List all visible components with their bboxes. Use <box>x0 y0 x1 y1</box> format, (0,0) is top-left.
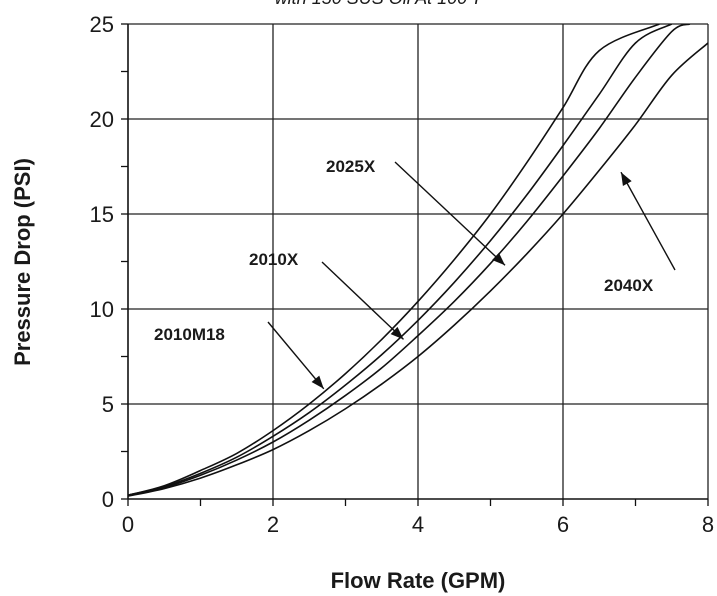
grid <box>128 23 709 499</box>
series-line-2040x <box>128 42 708 497</box>
y-tick-label-3: 15 <box>90 202 114 227</box>
x-axis-title: Flow Rate (GPM) <box>331 568 506 593</box>
x-tick-label-4: 8 <box>702 512 714 537</box>
callout-arrowhead-2010x <box>390 326 404 340</box>
y-tick-label-5: 25 <box>90 12 114 37</box>
y-tick-label-0: 0 <box>102 487 114 512</box>
chart-subtitle: with 150 SUS Oil At 100°F <box>275 0 487 8</box>
y-tick-label-4: 20 <box>90 107 114 132</box>
series-line-2025x <box>128 24 660 496</box>
callout-arrowhead-2010m18 <box>311 375 324 389</box>
callouts: 2025X 2010X 2010M18 2040X <box>154 157 676 390</box>
y-axis-title: Pressure Drop (PSI) <box>10 158 35 366</box>
callout-label-2010x: 2010X <box>249 250 299 269</box>
series-line-2010m18 <box>128 24 691 496</box>
y-tick-label-1: 5 <box>102 392 114 417</box>
callout-label-2040x: 2040X <box>604 276 654 295</box>
series-line-2010x <box>128 24 673 496</box>
callout-label-2025x: 2025X <box>326 157 376 176</box>
callout-leader-2040x <box>620 171 676 271</box>
callout-leader-2010x <box>321 261 404 340</box>
axes: 0 2 4 6 8 0 5 10 15 20 25 <box>90 12 715 537</box>
x-tick-label-2: 4 <box>412 512 424 537</box>
y-tick-label-2: 10 <box>90 297 114 322</box>
callout-arrowhead-2040x <box>621 172 632 186</box>
x-tick-label-3: 6 <box>557 512 569 537</box>
callout-arrowhead-2025x <box>492 252 505 266</box>
callout-label-2010m18: 2010M18 <box>154 325 225 344</box>
curves <box>128 24 708 497</box>
x-tick-label-1: 2 <box>267 512 279 537</box>
callout-leader-2025x <box>394 161 506 266</box>
x-tick-label-0: 0 <box>122 512 134 537</box>
callout-leader-2010m18 <box>267 321 325 390</box>
